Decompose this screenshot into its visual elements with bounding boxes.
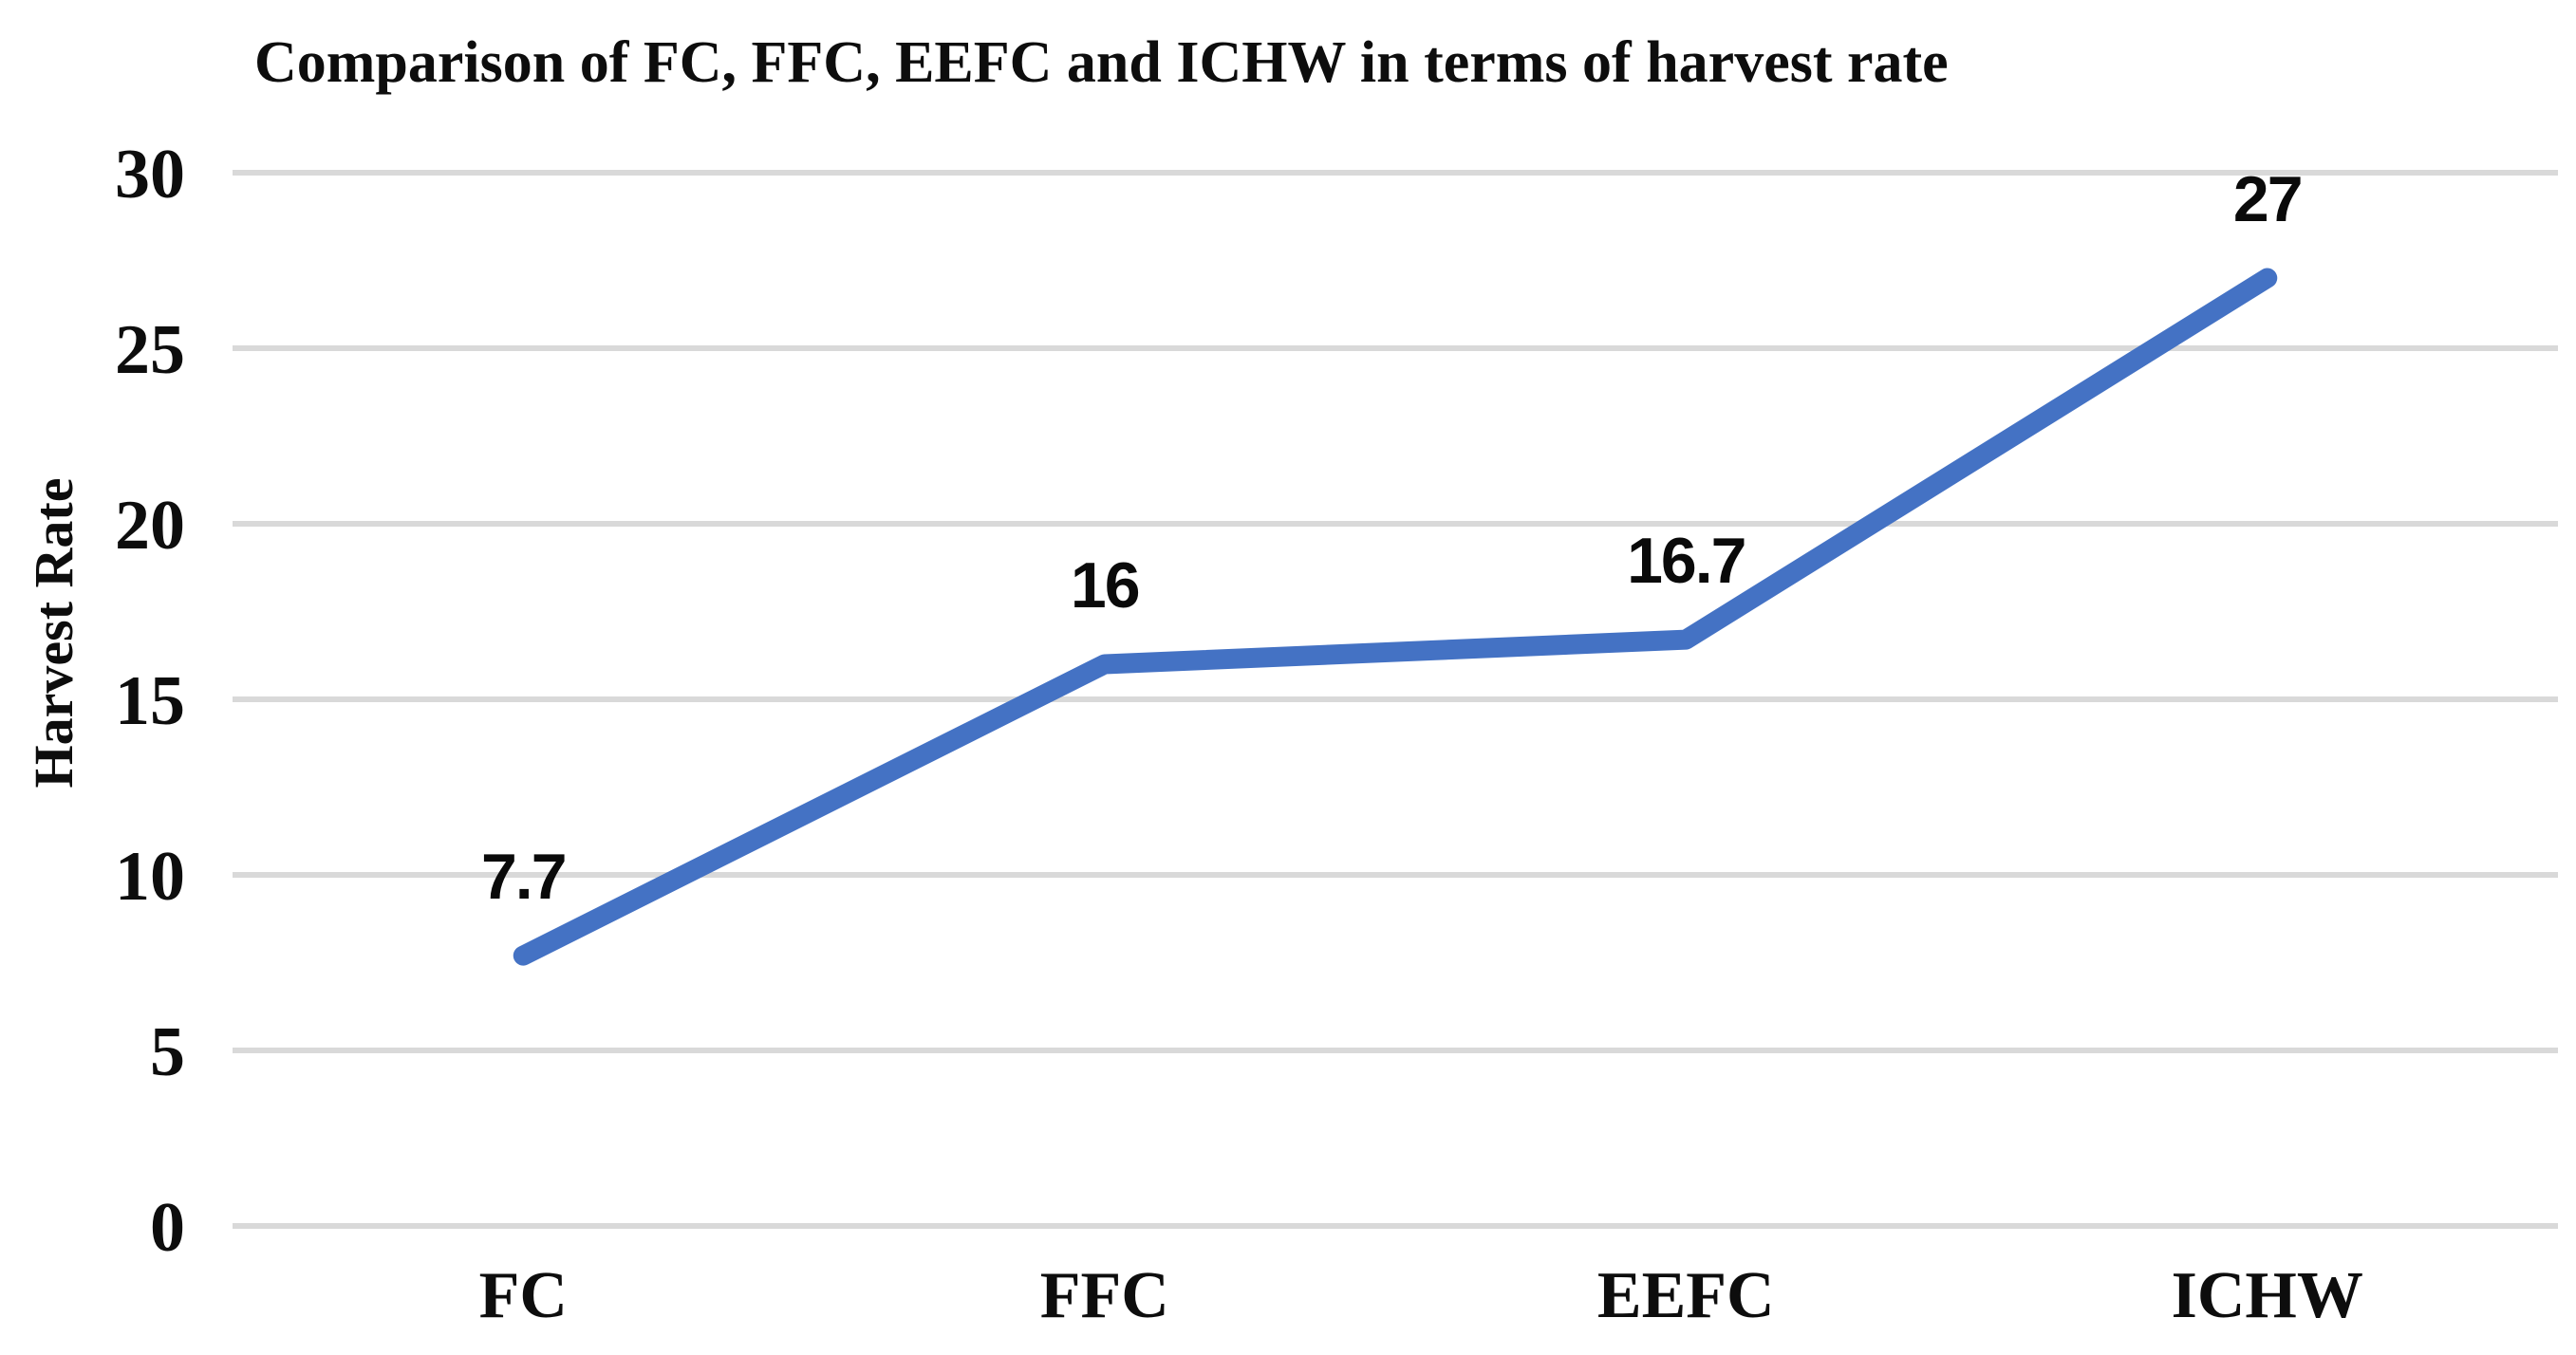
data-label-fc: 7.7 [481, 841, 566, 913]
data-label-ffc: 16 [1071, 549, 1139, 622]
y-axis-tick-labels: 0 5 10 15 20 25 30 [115, 136, 185, 1267]
y-tick-label-30: 30 [115, 136, 185, 213]
chart-title: Comparison of FC, FFC, EEFC and ICHW in … [254, 30, 1949, 95]
data-label-ichw: 27 [2233, 163, 2302, 235]
series-line-harvest-rate [513, 268, 2278, 966]
category-label-eefc: EEFC [1597, 1259, 1775, 1332]
category-label-ffc: FFC [1040, 1259, 1169, 1332]
x-axis-category-labels: FC FFC EEFC ICHW [479, 1259, 2363, 1332]
y-tick-label-5: 5 [150, 1013, 185, 1091]
y-tick-label-0: 0 [150, 1189, 185, 1267]
y-tick-label-25: 25 [115, 311, 185, 389]
category-label-fc: FC [479, 1259, 568, 1332]
y-tick-label-10: 10 [115, 838, 185, 916]
y-tick-label-20: 20 [115, 487, 185, 565]
category-label-ichw: ICHW [2172, 1259, 2363, 1332]
y-tick-label-15: 15 [115, 662, 185, 740]
data-label-eefc: 16.7 [1627, 525, 1745, 597]
line-series [513, 268, 2278, 966]
gridlines [233, 170, 2558, 1229]
y-axis-title: Harvest Rate [23, 478, 84, 789]
data-labels: 7.7 16 16.7 27 [481, 163, 2304, 913]
